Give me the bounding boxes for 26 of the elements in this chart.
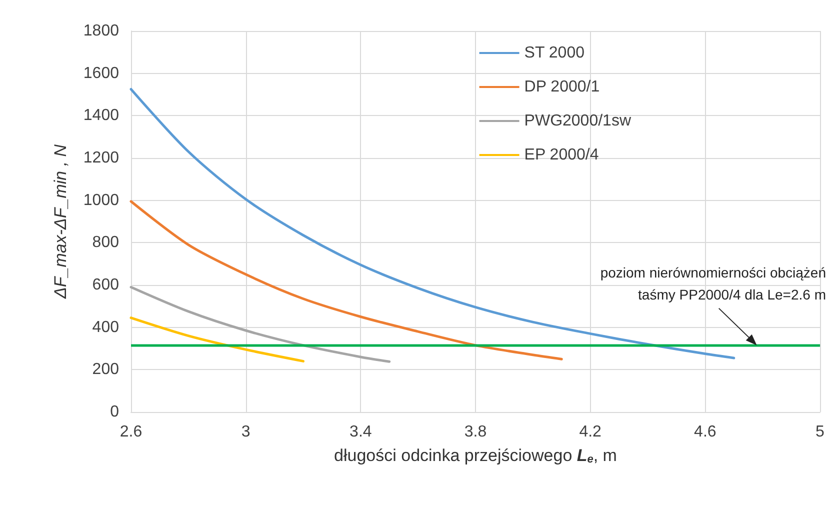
y-tick-label: 1800: [83, 22, 120, 40]
y-tick-label: 1600: [83, 64, 120, 82]
y-tick-label: 1400: [83, 107, 120, 124]
x-tick-label: 3: [241, 424, 250, 440]
x-tick-label: 3.8: [464, 424, 487, 440]
legend-label: ST 2000: [524, 44, 585, 62]
y-tick-label: 1000: [83, 192, 120, 209]
x-tick-label: 4.6: [694, 424, 716, 440]
x-tick-label: 2.6: [120, 424, 142, 440]
annotation: poziom nierównomierności obciążeń taśmy PP2000/4 dla Le=2.6 m: [600, 264, 826, 302]
line-series: [130, 316, 304, 362]
legend-label: EP 2000/4: [524, 146, 599, 164]
x-tick-label: 4.2: [579, 424, 602, 440]
x-tick-label: 5: [816, 424, 825, 440]
y-tick-label: 1200: [83, 150, 120, 166]
y-tick-label: 0: [110, 404, 120, 420]
y-tick-label: 400: [92, 318, 120, 336]
y-tick-label: 800: [92, 234, 120, 252]
line-series: [130, 286, 391, 363]
legend-label: PWG2000/1sw: [524, 112, 632, 130]
line-series: [130, 200, 563, 360]
y-tick-label: 200: [92, 361, 120, 378]
x-tick-label: 3.4: [350, 424, 372, 440]
y-tick-label: 600: [92, 276, 120, 294]
y-axis-title: ΔF_max-ΔF_min , N: [51, 144, 70, 300]
legend-label: DP 2000/1: [524, 78, 600, 96]
